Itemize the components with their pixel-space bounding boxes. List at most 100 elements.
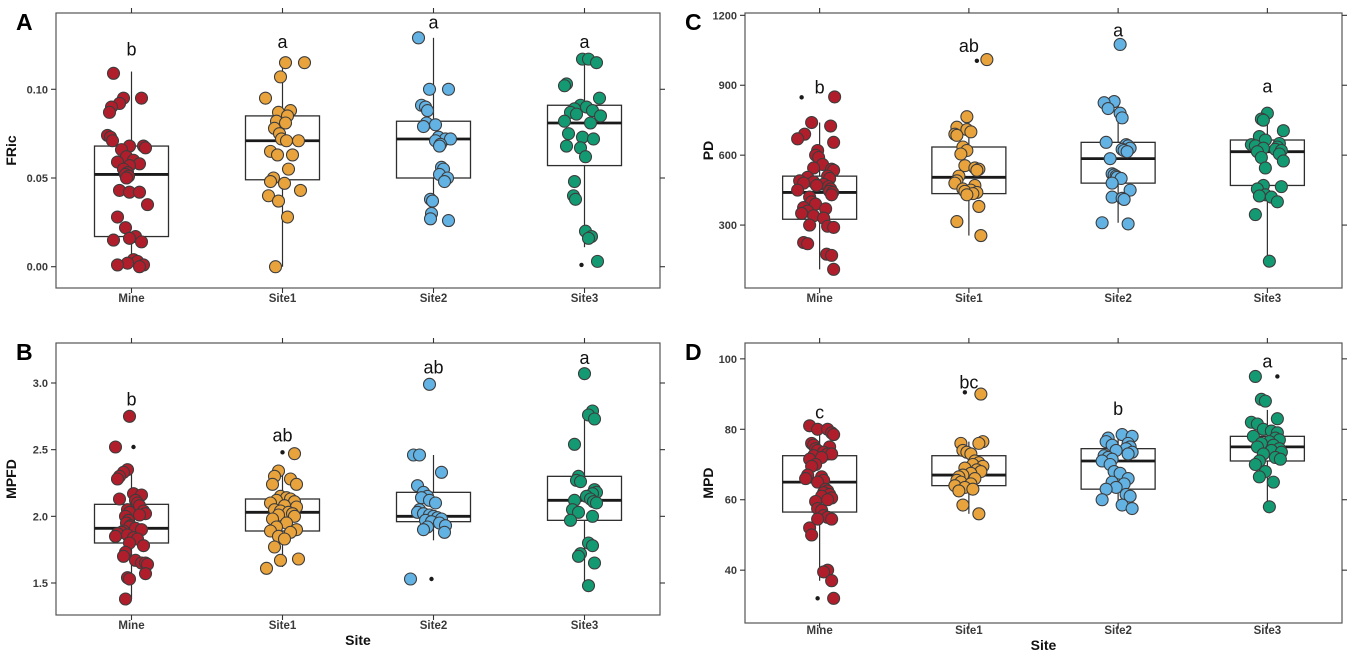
jitter-point: [811, 512, 825, 526]
jitter-point: [585, 509, 600, 523]
jitter-point: [416, 523, 431, 537]
boxplot-chart-MPFD: 1.5 2.0 2.5 3.0 Mine b Site1 ab Site2 ab Site3 a B MP…: [3, 338, 665, 648]
jitter-point: [118, 592, 133, 606]
jitter-point: [1248, 369, 1262, 384]
jitter-point: [289, 477, 304, 491]
panel-C: 300 600 900 1200 Mine b Site1 ab Site2 a Site3 a C PD: [677, 0, 1354, 335]
jitter-point: [561, 127, 576, 141]
jitter-point: [569, 107, 584, 121]
significance-letter: bc: [959, 373, 978, 393]
significance-letter: c: [815, 402, 824, 422]
panel-label: A: [16, 9, 33, 35]
y-tick-label: 0.00: [27, 262, 48, 274]
jitter-point: [1101, 102, 1115, 116]
jitter-point: [974, 387, 988, 401]
jitter-point: [585, 539, 600, 553]
significance-letter: ab: [423, 357, 443, 377]
x-tick-label: Site2: [420, 620, 448, 632]
jitter-point: [571, 505, 586, 519]
x-tick-label: Site2: [420, 293, 448, 305]
jitter-point: [557, 79, 572, 93]
jitter-point: [122, 409, 137, 423]
jitter-point: [122, 572, 137, 586]
jitter-point: [583, 116, 598, 130]
panel-label: D: [685, 339, 702, 365]
outlier-dot: [429, 576, 434, 582]
panel-border: [744, 12, 1343, 289]
jitter-point: [567, 437, 582, 451]
jitter-point: [411, 31, 426, 45]
jitter-point: [277, 532, 292, 546]
outlier-dot: [962, 390, 968, 395]
jitter-point: [587, 556, 602, 570]
outlier-dot: [131, 444, 136, 450]
jitter-point: [108, 529, 123, 543]
x-axis-title: Site: [345, 632, 371, 648]
jitter-point: [1123, 489, 1137, 503]
y-tick-label: 80: [725, 424, 737, 436]
significance-letter: a: [579, 32, 590, 52]
jitter-point: [575, 130, 590, 144]
jitter-point: [807, 161, 821, 175]
jitter-point: [592, 91, 607, 105]
jitter-point: [821, 493, 835, 507]
significance-letter: b: [126, 389, 136, 409]
x-tick-label: Mine: [807, 293, 833, 305]
y-tick-label: 60: [725, 495, 737, 507]
group-site3: a: [1229, 351, 1306, 514]
jitter-point: [1113, 37, 1127, 52]
jitter-point: [825, 248, 839, 262]
jitter-point: [265, 477, 280, 491]
jitter-point: [136, 539, 151, 553]
jitter-point: [119, 171, 134, 185]
group-site3: a: [546, 348, 623, 593]
y-tick-label: 2.5: [33, 445, 48, 457]
panel-label: C: [685, 9, 702, 35]
jitter-point: [803, 218, 817, 232]
y-axis-title: FRic: [3, 135, 19, 166]
jitter-point: [132, 260, 147, 274]
jitter-point: [1252, 470, 1266, 484]
jitter-point: [587, 412, 602, 426]
jitter-point: [950, 215, 964, 229]
jitter-point: [828, 90, 842, 104]
jitter-point: [1256, 113, 1270, 127]
group-site2: a: [395, 13, 472, 228]
jitter-point: [1248, 457, 1262, 472]
jitter-point: [1273, 452, 1287, 466]
jitter-point: [827, 262, 841, 276]
jitter-point: [952, 484, 966, 498]
significance-letter: a: [428, 13, 439, 33]
jitter-point: [420, 104, 435, 118]
jitter-point: [810, 178, 824, 193]
jitter-point: [1117, 192, 1131, 206]
jitter-point: [291, 134, 306, 148]
jitter-point: [586, 132, 601, 146]
group-site2: ab: [395, 357, 472, 586]
jitter-point: [437, 174, 452, 189]
jitter-point: [422, 82, 437, 96]
jitter-point: [287, 447, 302, 461]
panel-border: [744, 342, 1343, 624]
jitter-point: [1099, 135, 1113, 149]
jitter-point: [140, 198, 155, 212]
jitter-point: [1276, 154, 1290, 168]
jitter-point: [568, 192, 583, 206]
jitter-point: [1266, 475, 1280, 489]
jitter-point: [278, 116, 293, 130]
significance-letter: b: [1113, 399, 1123, 419]
jitter-point: [1248, 208, 1262, 222]
jitter-point: [273, 553, 288, 567]
y-tick-label: 3.0: [33, 378, 48, 390]
outlier-dot: [280, 450, 285, 455]
jitter-point: [980, 53, 994, 67]
jitter-point: [268, 260, 283, 274]
jitter-point: [799, 472, 813, 486]
jitter-point: [273, 70, 288, 84]
group-site3: a: [546, 32, 623, 268]
jitter-point: [567, 174, 582, 189]
jitter-point: [138, 141, 153, 155]
panel-border: [55, 12, 661, 289]
x-tick-label: Site1: [269, 620, 297, 632]
